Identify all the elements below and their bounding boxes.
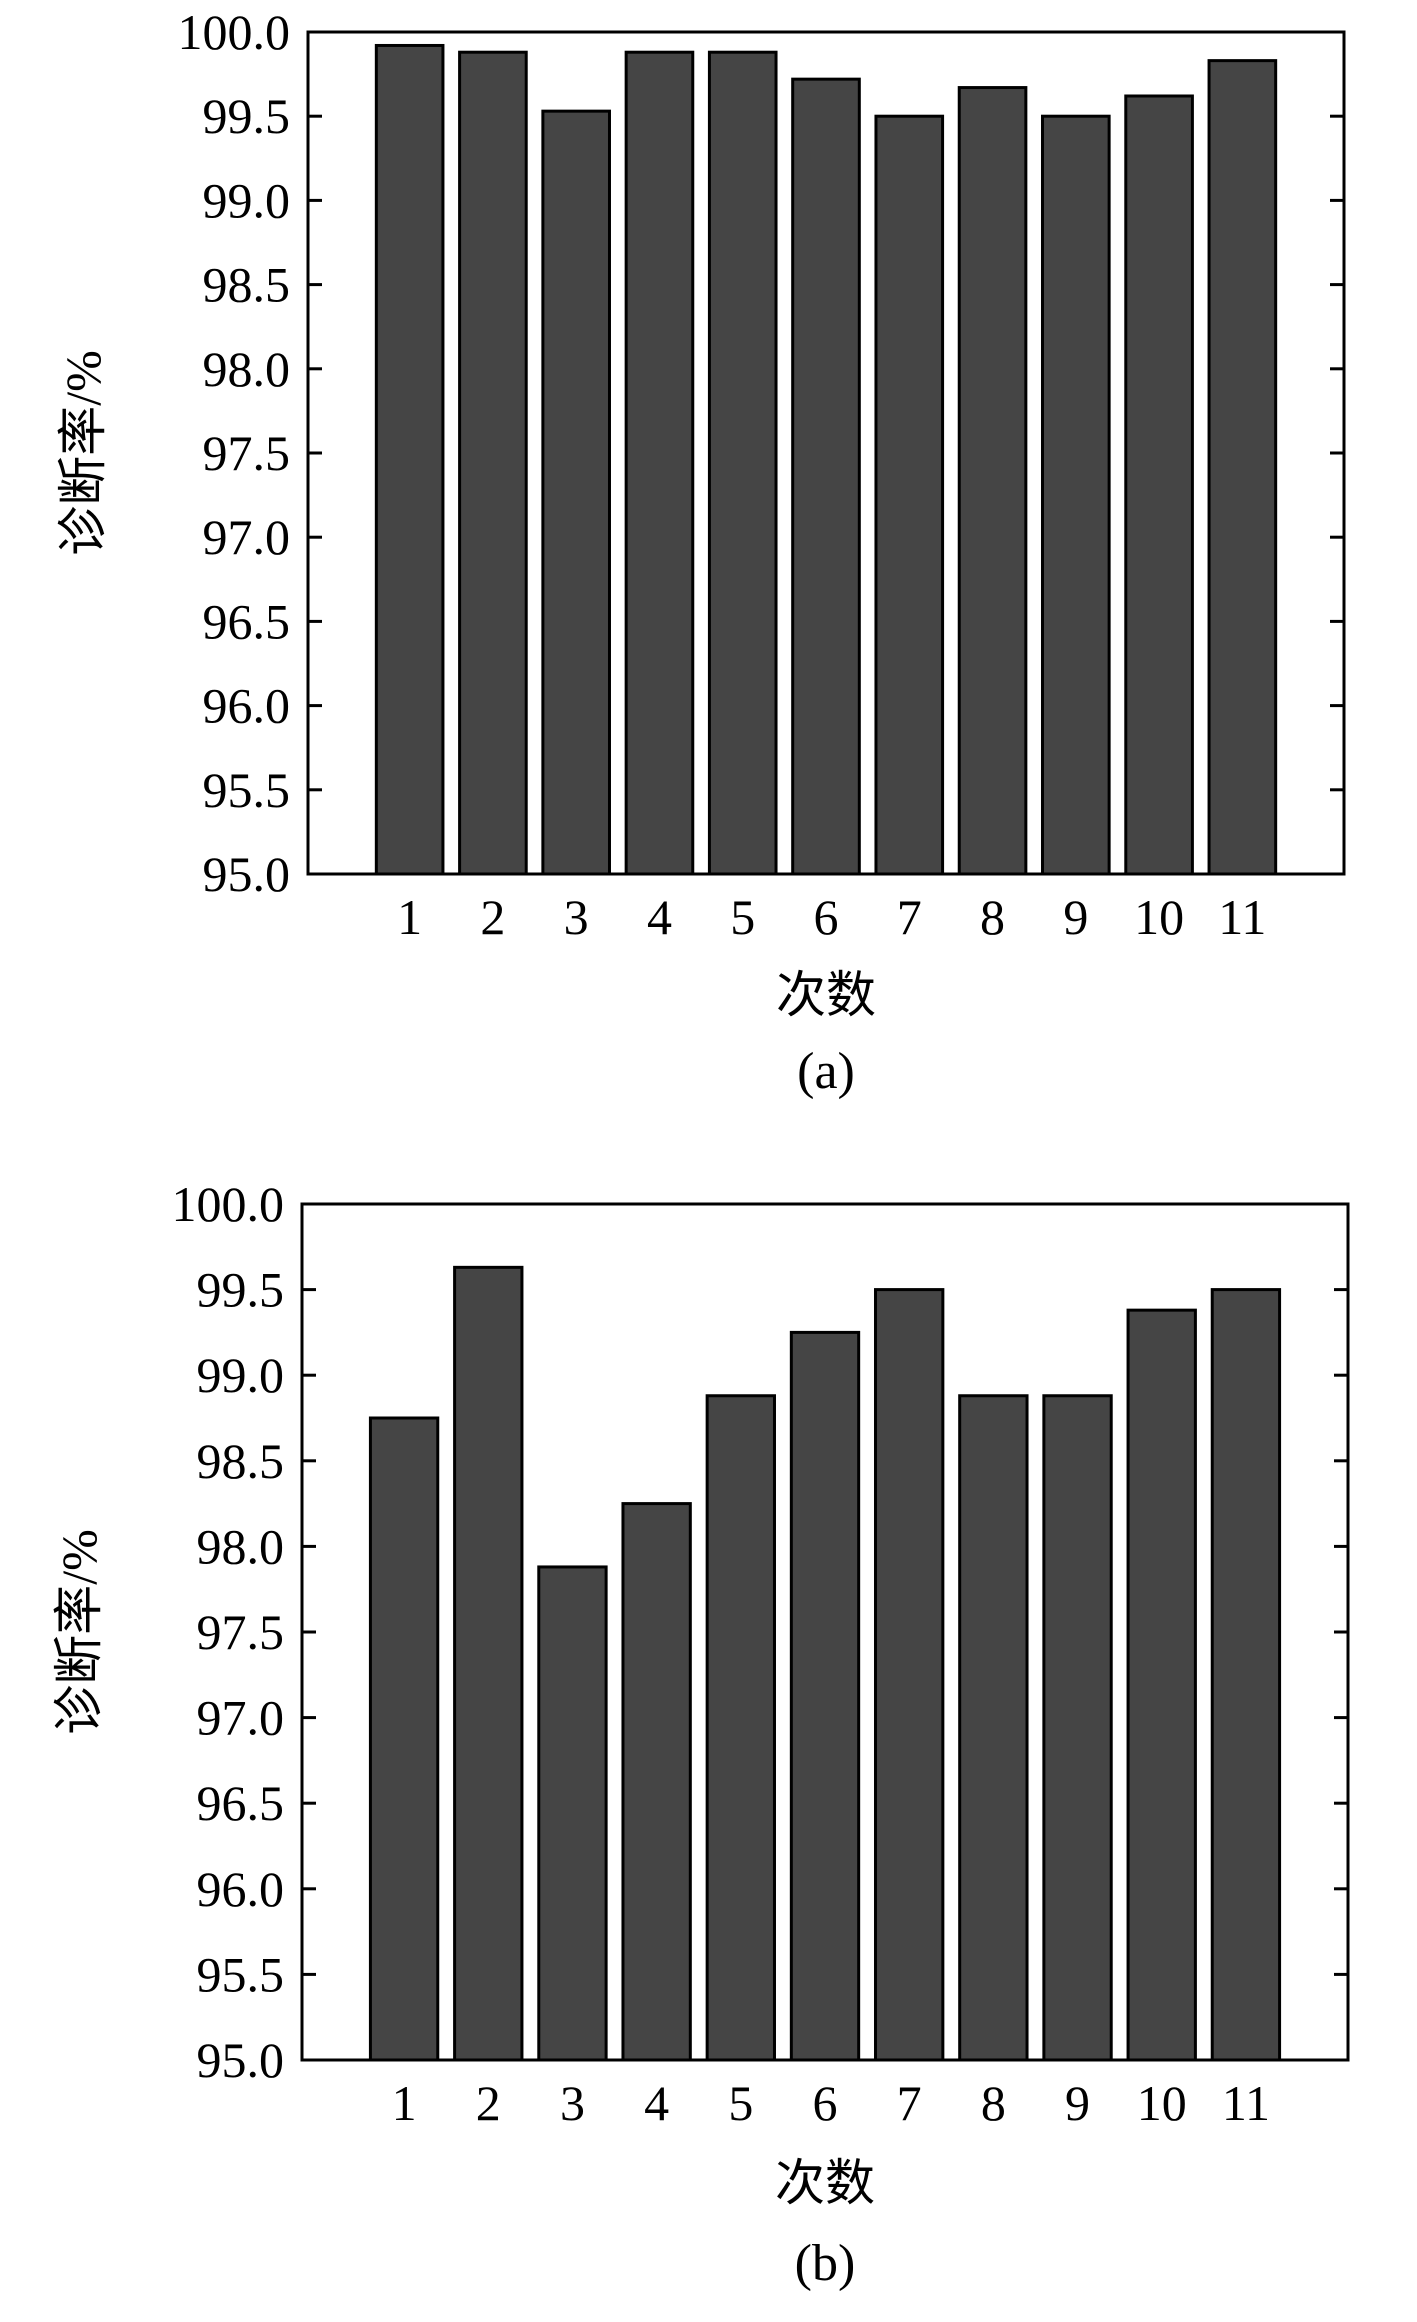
y-tick-label-a: 97.0 — [203, 509, 291, 565]
y-tick-label-b: 98.5 — [197, 1433, 285, 1489]
y-tick-label-b: 98.0 — [197, 1518, 285, 1574]
bars-a — [374, 43, 1278, 876]
y-tick-label-b: 95.0 — [197, 2032, 285, 2088]
y-tick-label-a: 98.5 — [203, 257, 291, 313]
x-tick-label-a: 1 — [397, 889, 422, 945]
panel-label-b: (b) — [795, 2235, 856, 2292]
x-tick-label-b: 9 — [1065, 2075, 1090, 2131]
x-tick-label-a: 5 — [730, 889, 755, 945]
x-tick-label-a: 6 — [814, 889, 839, 945]
x-axis-label-b: 次数 — [775, 2155, 875, 2211]
y-axis-a: 95.0 95.5 96.0 96.5 97.0 97.5 98.0 98.5 99.0 99.5… — [178, 4, 1344, 902]
x-tick-label-b: 5 — [728, 2075, 753, 2131]
x-axis-b: 1 2 3 4 5 6 7 8 9 10 11 — [392, 2075, 1270, 2131]
y-tick-label-b: 97.0 — [197, 1690, 285, 1746]
bar-b-7 — [874, 1288, 945, 2062]
y-tick-label-b: 99.0 — [197, 1347, 285, 1403]
bar-b-8 — [958, 1394, 1029, 2062]
bar-a-2 — [458, 50, 528, 876]
y-tick-label-b: 100.0 — [172, 1176, 285, 1232]
x-tick-label-a: 2 — [480, 889, 505, 945]
x-tick-label-b: 2 — [476, 2075, 501, 2131]
bar-b-3 — [537, 1565, 608, 2062]
x-tick-label-a: 8 — [980, 889, 1005, 945]
y-tick-label-a: 96.0 — [203, 678, 291, 734]
y-tick-label-b: 95.5 — [197, 1946, 285, 2002]
x-tick-label-b: 6 — [813, 2075, 838, 2131]
bar-a-11 — [1207, 59, 1278, 876]
x-axis-label-a: 次数 — [776, 967, 876, 1023]
x-tick-label-b: 4 — [644, 2075, 669, 2131]
x-tick-label-b: 1 — [392, 2075, 417, 2131]
x-tick-label-a: 9 — [1063, 889, 1088, 945]
bar-a-3 — [541, 109, 611, 876]
x-tick-label-b: 7 — [897, 2075, 922, 2131]
y-tick-label-a: 95.0 — [203, 846, 291, 902]
x-tick-label-a: 7 — [897, 889, 922, 945]
bar-b-11 — [1210, 1288, 1282, 2062]
y-tick-label-a: 96.5 — [203, 593, 291, 649]
bar-a-5 — [707, 50, 778, 876]
bars-b — [368, 1265, 1282, 2062]
y-axis-label-b: 诊断率/% — [51, 1529, 107, 1735]
bar-b-5 — [705, 1394, 776, 2062]
y-tick-label-b: 97.5 — [197, 1604, 285, 1660]
bar-b-10 — [1126, 1308, 1197, 2062]
bar-a-8 — [957, 86, 1028, 876]
y-tick-label-b: 99.5 — [197, 1262, 285, 1318]
x-axis-a: 1 2 3 4 5 6 7 8 9 10 11 — [397, 889, 1266, 945]
y-tick-label-a: 97.5 — [203, 425, 291, 481]
y-tick-label-a: 95.5 — [203, 762, 291, 818]
y-tick-label-a: 100.0 — [178, 4, 291, 60]
x-tick-label-b: 3 — [560, 2075, 585, 2131]
y-tick-label-a: 99.5 — [203, 88, 291, 144]
x-tick-label-a: 10 — [1134, 889, 1184, 945]
x-tick-label-a: 11 — [1218, 889, 1266, 945]
bar-b-4 — [621, 1502, 692, 2062]
bar-b-6 — [789, 1330, 861, 2062]
y-tick-label-b: 96.0 — [197, 1861, 285, 1917]
bar-a-4 — [624, 50, 695, 876]
y-tick-label-a: 98.0 — [203, 341, 291, 397]
y-tick-label-b: 96.5 — [197, 1775, 285, 1831]
x-tick-label-a: 3 — [564, 889, 589, 945]
bar-b-2 — [453, 1265, 524, 2062]
y-axis-b: 95.0 95.5 96.0 96.5 97.0 97.5 98.0 98.5 99.0 99.5… — [172, 1176, 1348, 2088]
bar-b-9 — [1042, 1394, 1113, 2062]
bar-a-7 — [874, 114, 945, 876]
panel-label-a: (a) — [797, 1043, 855, 1100]
x-tick-label-b: 11 — [1222, 2075, 1270, 2131]
bar-a-1 — [374, 43, 445, 876]
bar-a-9 — [1041, 114, 1111, 876]
bar-b-1 — [368, 1416, 440, 2062]
y-tick-label-a: 99.0 — [203, 172, 291, 228]
chart-b: 95.0 95.5 96.0 96.5 97.0 97.5 98.0 98.5 99.0 99.5… — [51, 1176, 1350, 2292]
x-tick-label-a: 4 — [647, 889, 672, 945]
chart-a: 95.0 95.5 96.0 96.5 97.0 97.5 98.0 98.5 99.0 99.5… — [55, 4, 1346, 1100]
bar-a-10 — [1124, 94, 1194, 876]
x-tick-label-b: 10 — [1137, 2075, 1187, 2131]
x-tick-label-b: 8 — [981, 2075, 1006, 2131]
bar-a-6 — [791, 77, 861, 876]
y-axis-label-a: 诊断率/% — [55, 350, 111, 556]
